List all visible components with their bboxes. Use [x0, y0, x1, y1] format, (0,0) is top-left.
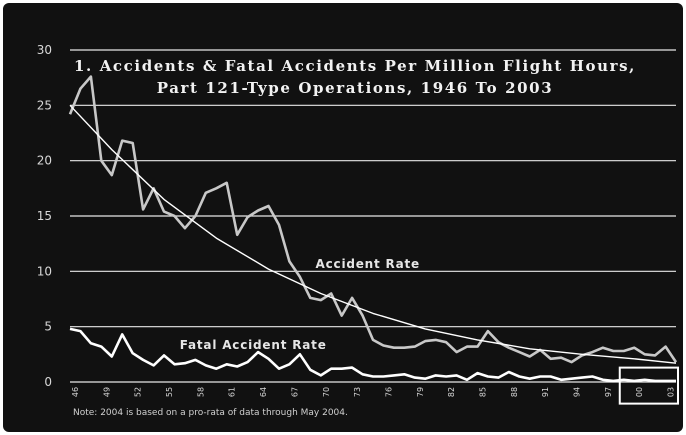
y-tick-label: 30 [37, 43, 52, 57]
x-tick-label: 58 [196, 387, 205, 397]
y-axis-ticks: 0 5 10 15 20 25 30 [37, 43, 52, 389]
series-labels: Accident Rate Fatal Accident Rate [180, 257, 420, 352]
x-tick-label: 82 [447, 387, 456, 397]
x-tick-label: 85 [478, 387, 487, 397]
y-tick-label: 15 [37, 209, 52, 223]
y-tick-label: 20 [37, 154, 52, 168]
x-tick-label: 76 [384, 387, 393, 397]
grid-lines [70, 49, 676, 383]
fatal-accident-rate-line [69, 327, 676, 383]
x-tick-label: 91 [541, 387, 550, 397]
x-tick-label: 46 [71, 387, 80, 397]
x-tick-label: 03 [667, 387, 676, 397]
accident-rate-trend-line [69, 104, 677, 364]
footnote: Note: 2004 is based on a pro-rata of dat… [73, 408, 348, 418]
y-tick-label: 10 [37, 264, 52, 278]
x-tick-label: 52 [134, 387, 143, 397]
chart-title-line1: 1. Accidents & Fatal Accidents Per Milli… [74, 57, 636, 75]
series-label: Fatal Accident Rate [180, 338, 327, 352]
x-tick-label: 55 [165, 387, 174, 397]
x-tick-label: 61 [228, 387, 237, 397]
x-tick-label: 70 [322, 387, 331, 397]
accident-rate-line [68, 75, 678, 364]
highlight-box [618, 366, 679, 405]
x-tick-label: 97 [604, 387, 613, 397]
x-axis-ticks: 46 49 52 55 58 61 64 67 70 73 76 79 82 85 88 91 94 97 00 03 [71, 387, 676, 397]
x-tick-label: 73 [353, 387, 362, 397]
y-tick-label: 0 [44, 375, 52, 389]
y-tick-label: 25 [37, 98, 52, 112]
series-label: Accident Rate [316, 257, 420, 271]
x-tick-label: 67 [290, 387, 299, 397]
series-group [68, 75, 679, 405]
x-tick-label: 88 [510, 387, 519, 397]
y-tick-label: 5 [44, 320, 52, 334]
x-tick-label: 64 [259, 387, 268, 397]
x-tick-label: 94 [573, 387, 582, 397]
x-tick-label: 49 [102, 387, 111, 397]
x-tick-label: 00 [635, 387, 644, 397]
x-tick-label: 79 [416, 387, 425, 397]
chart-title-line2: Part 121-Type Operations, 1946 To 2003 [157, 79, 554, 97]
